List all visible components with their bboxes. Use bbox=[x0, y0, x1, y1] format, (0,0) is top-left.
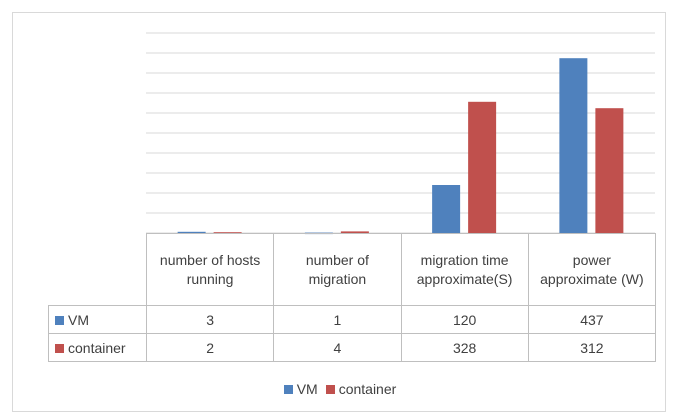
series-name: VM bbox=[68, 311, 89, 328]
series-label: VM bbox=[48, 305, 147, 334]
table-value: 328 bbox=[400, 333, 529, 362]
series-label: container bbox=[48, 333, 147, 362]
legend-item: container bbox=[325, 381, 397, 397]
chart-frame bbox=[12, 12, 666, 412]
category-label: number of migration bbox=[273, 233, 402, 306]
legend-key bbox=[283, 385, 293, 394]
table-value: 120 bbox=[400, 305, 529, 334]
legend: VM container bbox=[0, 381, 680, 397]
table-value: 2 bbox=[145, 333, 275, 362]
legend-key bbox=[55, 315, 64, 325]
data-table: number of hosts running number of migrati… bbox=[48, 233, 657, 362]
category-label: power approximate (W) bbox=[527, 233, 657, 306]
table-value: 4 bbox=[273, 333, 402, 362]
table-value: 437 bbox=[527, 305, 657, 334]
bar bbox=[432, 185, 461, 233]
table-corner bbox=[48, 233, 147, 306]
legend-key bbox=[55, 343, 64, 353]
legend-key bbox=[325, 385, 335, 394]
bar bbox=[559, 58, 588, 234]
legend-label: container bbox=[338, 381, 397, 397]
table-row: container 2 4 328 312 bbox=[48, 333, 657, 362]
category-label: migration time approximate(S) bbox=[400, 233, 529, 306]
bar bbox=[213, 232, 242, 234]
table-value: 1 bbox=[273, 305, 402, 334]
category-label: number of hosts running bbox=[145, 233, 275, 306]
legend-label: VM bbox=[296, 381, 318, 397]
table-row: VM 3 1 120 437 bbox=[48, 305, 657, 334]
series-name: container bbox=[68, 339, 126, 356]
bar bbox=[595, 108, 624, 233]
bar bbox=[177, 231, 206, 234]
table-header-row: number of hosts running number of migrati… bbox=[48, 233, 657, 306]
bar bbox=[340, 231, 369, 233]
legend-item: VM bbox=[283, 381, 318, 397]
table-value: 3 bbox=[145, 305, 275, 334]
bar bbox=[468, 101, 497, 233]
table-value: 312 bbox=[527, 333, 657, 362]
